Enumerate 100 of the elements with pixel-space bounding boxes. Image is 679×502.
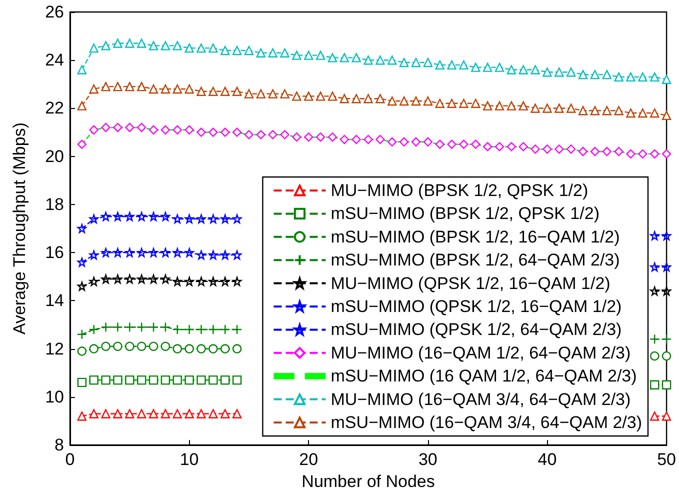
point xyxy=(172,344,182,354)
point xyxy=(662,74,672,84)
point xyxy=(196,43,206,53)
point xyxy=(136,248,146,258)
point xyxy=(220,128,230,137)
point xyxy=(208,375,218,385)
point xyxy=(208,344,218,354)
point xyxy=(77,378,87,388)
point xyxy=(172,276,182,286)
point xyxy=(77,346,87,356)
point xyxy=(101,409,110,418)
point xyxy=(304,132,314,142)
point xyxy=(160,212,170,222)
point xyxy=(435,98,444,108)
point xyxy=(518,65,528,74)
point xyxy=(196,250,206,260)
y-tick-label: 26 xyxy=(45,2,64,22)
point xyxy=(184,375,194,385)
legend-label: MU−MIMO (BPSK 1/2, QPSK 1/2) xyxy=(330,181,588,200)
point xyxy=(160,322,171,332)
point xyxy=(136,38,146,48)
point xyxy=(184,276,194,286)
point xyxy=(292,50,302,60)
point xyxy=(614,106,624,116)
point xyxy=(232,276,242,286)
point xyxy=(662,412,672,421)
point xyxy=(578,70,588,80)
point xyxy=(160,84,170,94)
point xyxy=(388,137,397,146)
point xyxy=(113,212,122,222)
point xyxy=(328,53,338,62)
legend-label: mSU−MIMO (QPSK 1/2, 64−QAM 2/3) xyxy=(330,320,622,340)
point xyxy=(172,375,182,385)
point xyxy=(447,98,456,108)
point xyxy=(518,142,528,152)
point xyxy=(148,248,158,258)
point xyxy=(232,344,242,354)
point xyxy=(232,324,242,335)
point xyxy=(172,214,182,224)
point xyxy=(494,62,504,72)
point xyxy=(662,110,672,120)
point xyxy=(89,250,98,260)
point xyxy=(590,146,600,156)
point xyxy=(554,68,564,77)
point xyxy=(566,104,576,113)
point xyxy=(160,41,170,50)
point xyxy=(113,274,122,284)
point xyxy=(125,375,134,385)
point xyxy=(89,43,98,53)
point xyxy=(136,274,146,284)
point xyxy=(256,89,266,98)
y-axis-title: Average Throughput (Mbps) xyxy=(10,122,29,334)
point xyxy=(136,409,146,418)
point xyxy=(292,132,302,142)
point xyxy=(184,324,194,335)
point xyxy=(196,324,206,335)
point xyxy=(113,82,122,92)
point xyxy=(89,375,98,385)
point xyxy=(602,146,612,156)
y-tick-label: 8 xyxy=(54,436,64,454)
point xyxy=(650,380,660,390)
point xyxy=(232,46,242,56)
point xyxy=(268,130,278,140)
y-tick-label: 24 xyxy=(45,50,64,70)
point xyxy=(411,58,421,68)
point xyxy=(578,106,588,116)
point xyxy=(364,56,373,65)
point xyxy=(136,322,147,332)
point xyxy=(148,41,158,50)
point xyxy=(399,58,409,68)
point xyxy=(376,94,385,104)
point xyxy=(184,43,194,53)
point xyxy=(113,38,122,48)
point xyxy=(160,125,170,134)
point xyxy=(650,149,660,159)
point xyxy=(590,106,600,116)
point xyxy=(435,60,444,70)
point xyxy=(184,125,194,134)
x-tick-label: 20 xyxy=(299,450,318,469)
y-tick-label: 10 xyxy=(45,387,64,406)
point xyxy=(388,56,397,65)
point xyxy=(352,134,361,144)
point xyxy=(244,46,254,56)
point xyxy=(77,412,87,421)
point xyxy=(160,375,170,385)
point xyxy=(316,50,326,60)
point xyxy=(352,53,361,62)
point xyxy=(459,140,468,149)
point xyxy=(650,72,660,82)
point xyxy=(232,250,242,260)
point xyxy=(88,324,99,335)
point xyxy=(268,89,278,98)
point xyxy=(650,262,660,272)
point xyxy=(518,101,528,110)
point xyxy=(89,125,98,134)
point xyxy=(316,92,326,101)
point xyxy=(614,146,624,156)
point xyxy=(661,334,672,344)
point xyxy=(113,409,122,418)
point xyxy=(220,86,230,96)
